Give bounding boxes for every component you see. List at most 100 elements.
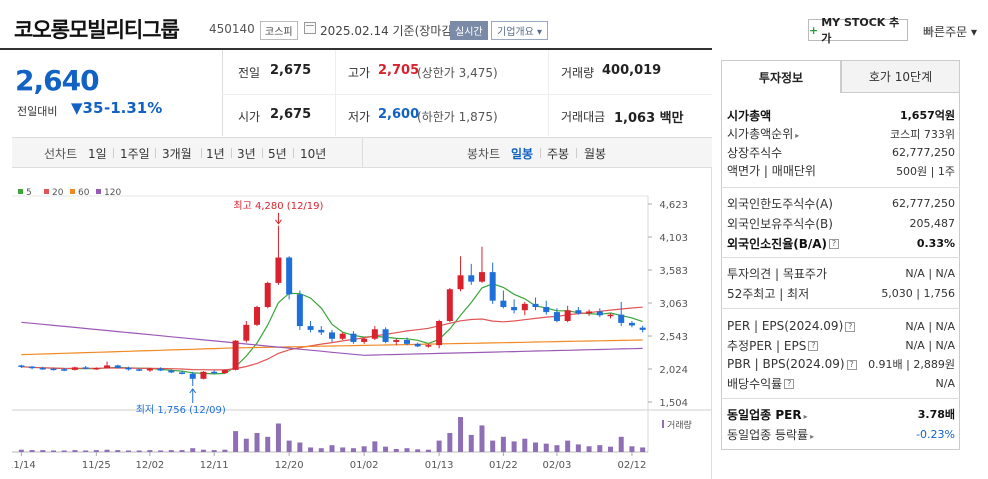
info-row-label-wrap: 외국인소진율(B/A)?: [727, 235, 840, 252]
candle-body: [564, 310, 571, 321]
volume-bar: [436, 440, 442, 452]
tab-investment-info[interactable]: 투자정보: [721, 60, 841, 93]
volume-bar: [104, 449, 110, 452]
x-tick-label: 12/11: [200, 460, 229, 471]
high-label: 고가: [348, 66, 371, 80]
volume-bar: [158, 450, 164, 452]
candle-body: [511, 307, 518, 311]
volume-bar: [50, 450, 56, 452]
help-icon[interactable]: ?: [784, 379, 795, 389]
upper-limit: (상한가 3,475): [417, 66, 498, 80]
period-1d[interactable]: 1일: [88, 147, 107, 161]
volume-bar: [297, 442, 303, 452]
divider: [231, 148, 232, 158]
period-3m[interactable]: 3개월: [162, 147, 192, 161]
volume-bar: [629, 446, 635, 452]
volume-bar: [318, 448, 324, 452]
info-row-label-wrap: 외국인보유주식수(B): [727, 215, 833, 232]
candle-body: [307, 326, 314, 330]
candle-weekly[interactable]: 주봉: [547, 147, 570, 161]
candle-body: [232, 340, 239, 370]
volume-bar: [115, 450, 121, 452]
volume-bar: [125, 450, 131, 452]
candle-body: [371, 329, 378, 339]
info-row-label: 시가총액순위: [727, 127, 794, 141]
info-row[interactable]: 시가총액순위 ▸ 코스피 733위: [727, 125, 955, 143]
info-row-value: 205,487: [909, 216, 956, 230]
x-tick-label: 11/14: [12, 460, 36, 471]
divider: [222, 50, 223, 136]
stock-chart[interactable]: 4,623 4,103 3,583 3,063 2,543 2,024 1,504 5 20 60…: [7, 168, 712, 479]
volume-bar: [93, 450, 99, 452]
candle-daily[interactable]: 일봉: [511, 147, 534, 161]
info-row-label: 외국인보유주식수(B): [727, 216, 833, 231]
diff-label: 전일대비: [17, 105, 58, 118]
period-1y[interactable]: 1년: [206, 147, 225, 161]
stock-code: 450140: [209, 22, 255, 36]
volume-bar: [168, 450, 174, 452]
mystock-label: MY STOCK 추가: [821, 16, 900, 45]
candle-body: [125, 367, 132, 370]
y-tick-label: 2,024: [659, 365, 688, 376]
candle-body: [50, 368, 57, 371]
candle-body: [318, 329, 325, 333]
amount-label: 거래대금: [561, 110, 606, 124]
candle-body: [18, 365, 25, 367]
info-row-value: 62,777,250: [892, 145, 955, 159]
volume-bar: [543, 443, 549, 452]
info-row: 시가총액 1,657억원: [727, 106, 955, 124]
info-row-label-wrap: 동일업종 PER ▸: [727, 406, 808, 423]
corp-info-dropdown[interactable]: 기업개요 ▾: [491, 21, 548, 40]
candle-body: [350, 333, 357, 342]
volume-bar: [500, 436, 506, 452]
open-value: 2,675: [270, 107, 312, 122]
candle-body: [575, 310, 582, 314]
period-5y[interactable]: 5년: [268, 147, 287, 161]
period-3y[interactable]: 3년: [237, 147, 256, 161]
chart-svg: 4,623 4,103 3,583 3,063 2,543 2,024 1,504 5 20 60…: [7, 188, 712, 471]
chevron-right-icon: ▸: [803, 411, 808, 421]
info-row-label-wrap: 시가총액순위 ▸: [727, 125, 799, 142]
volume-bar: [211, 450, 217, 452]
realtime-button[interactable]: 실시간: [450, 21, 488, 40]
divider: [201, 148, 202, 158]
candle-body: [393, 340, 400, 342]
candle-body: [468, 275, 475, 282]
help-icon[interactable]: ?: [846, 359, 857, 370]
info-row: 투자의견 | 목표주가 N/A | N/A: [727, 264, 955, 282]
help-icon[interactable]: ?: [808, 341, 819, 351]
info-row-label: 동일업종 PER: [727, 407, 802, 422]
legend-label: 120: [104, 188, 121, 198]
candle-body: [586, 311, 593, 314]
info-row: 추정PER | EPS? N/A | N/A: [727, 336, 955, 354]
volume-label: 거래량: [561, 66, 595, 80]
period-1w[interactable]: 1주일: [120, 147, 150, 161]
volume-bar: [147, 450, 153, 452]
volume-bar: [586, 446, 592, 452]
volume-bar: [468, 434, 474, 452]
divider: [155, 148, 156, 158]
info-row-value: N/A | N/A: [905, 319, 955, 333]
mystock-add-button[interactable]: + MY STOCK 추가: [808, 16, 908, 45]
volume-bar: [640, 447, 646, 452]
candle-body: [446, 289, 453, 321]
info-row[interactable]: 동일업종 등락률 ▸ -0.23%: [727, 425, 955, 443]
help-icon[interactable]: ?: [845, 321, 856, 332]
info-row[interactable]: 동일업종 PER ▸ 3.78배: [727, 405, 955, 423]
candle-body: [607, 314, 614, 317]
info-row: 외국인한도주식수(A) 62,777,250: [727, 194, 955, 212]
plus-icon: +: [809, 23, 819, 37]
candle-body: [286, 257, 293, 295]
tab-order-book[interactable]: 호가 10단계: [841, 60, 960, 93]
volume-bar: [329, 445, 335, 452]
chevron-right-icon: ▸: [795, 131, 800, 140]
candle-body: [329, 332, 335, 339]
candle-monthly[interactable]: 월봉: [584, 147, 607, 161]
x-tick-label: 01/13: [425, 460, 454, 471]
legend-swatch: [96, 189, 101, 194]
candle-body: [425, 345, 432, 347]
quick-order-dropdown[interactable]: 빠른주문 ▾: [923, 25, 977, 39]
period-10y[interactable]: 10년: [300, 147, 327, 161]
info-row-value: 5,030 | 1,756: [881, 286, 955, 300]
help-icon[interactable]: ?: [829, 239, 840, 249]
